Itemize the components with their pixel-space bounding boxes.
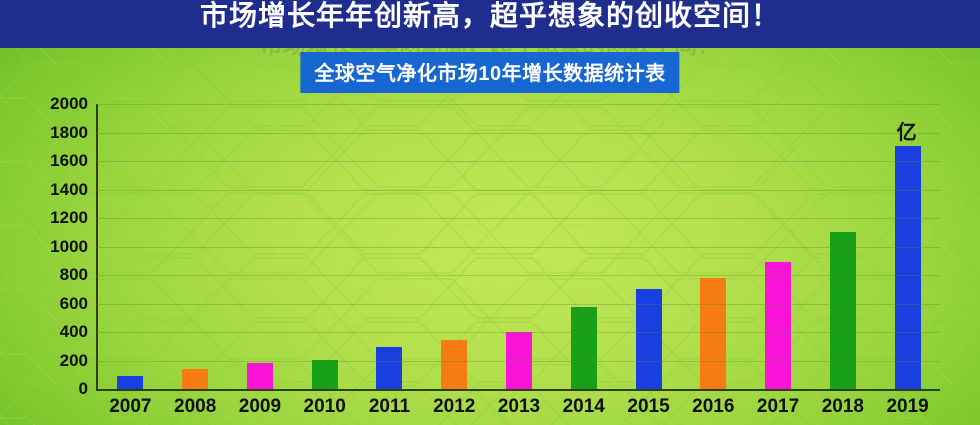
bar-2017 xyxy=(765,262,792,389)
x-axis-tick-label: 2016 xyxy=(692,396,735,417)
gridline xyxy=(96,303,940,305)
y-axis-tick-label: 1600 xyxy=(50,151,88,170)
x-axis-tick-label: 2008 xyxy=(174,396,217,417)
y-axis-tick-label: 400 xyxy=(59,322,88,341)
y-axis-tick-label: 1000 xyxy=(50,236,88,256)
x-axis-tick-label: 2014 xyxy=(562,396,605,417)
bar-2016 xyxy=(700,277,727,389)
bar-2014 xyxy=(570,307,597,389)
gridline xyxy=(96,360,940,362)
gridline xyxy=(96,104,940,105)
x-axis-tick-label: 2018 xyxy=(821,396,864,417)
gridline xyxy=(96,332,940,333)
x-axis-tick-label: 2011 xyxy=(368,396,411,417)
x-axis-tick-label: 2010 xyxy=(303,396,346,417)
y-axis-tick-label: 1800 xyxy=(50,122,88,142)
gridline xyxy=(96,275,940,276)
x-axis-tick-label: 2012 xyxy=(433,396,476,417)
x-axis-tick-label: 2017 xyxy=(756,396,800,417)
bar-2007 xyxy=(117,376,144,389)
gridline xyxy=(96,132,940,134)
bar-2009 xyxy=(246,362,273,389)
y-axis-tick-label: 1400 xyxy=(50,179,88,199)
bar-2010 xyxy=(311,359,338,389)
bar-2013 xyxy=(506,332,532,389)
x-axis-line xyxy=(96,389,940,391)
y-axis-tick-label: 2000 xyxy=(50,94,88,113)
bar-2015 xyxy=(635,288,662,389)
title-band: 市场增长年年创新高，超乎想象的创收空间！ xyxy=(0,0,980,48)
y-axis-tick-label: 800 xyxy=(59,265,88,284)
bar-2019 xyxy=(894,146,921,389)
y-axis-tick-label: 200 xyxy=(59,350,88,370)
y-axis-line xyxy=(96,104,98,390)
y-axis-tick-label: 600 xyxy=(59,293,88,313)
chart-subtitle-banner: 全球空气净化市场10年增长数据统计表 xyxy=(300,52,680,93)
x-axis-tick-label: 2015 xyxy=(627,396,670,417)
y-axis-tick-label: 1200 xyxy=(50,208,88,227)
x-axis-tick-label: 2019 xyxy=(886,396,929,417)
page-title: 市场增长年年创新高，超乎想象的创收空间！ xyxy=(199,0,780,31)
unit-annotation: 亿 xyxy=(896,122,917,145)
gridline xyxy=(96,218,940,219)
bar-2018 xyxy=(829,232,856,389)
gridline xyxy=(96,161,940,162)
y-axis-tick-label: 0 xyxy=(78,379,88,398)
bar-2012 xyxy=(441,339,468,389)
gridline xyxy=(96,246,940,248)
bar-2008 xyxy=(182,369,209,389)
x-axis-tick-label: 2009 xyxy=(238,396,282,417)
x-axis-tick-label: 2007 xyxy=(109,396,152,417)
bar-2011 xyxy=(376,346,403,389)
gridline xyxy=(96,189,940,191)
x-axis-tick-label: 2013 xyxy=(497,396,541,417)
